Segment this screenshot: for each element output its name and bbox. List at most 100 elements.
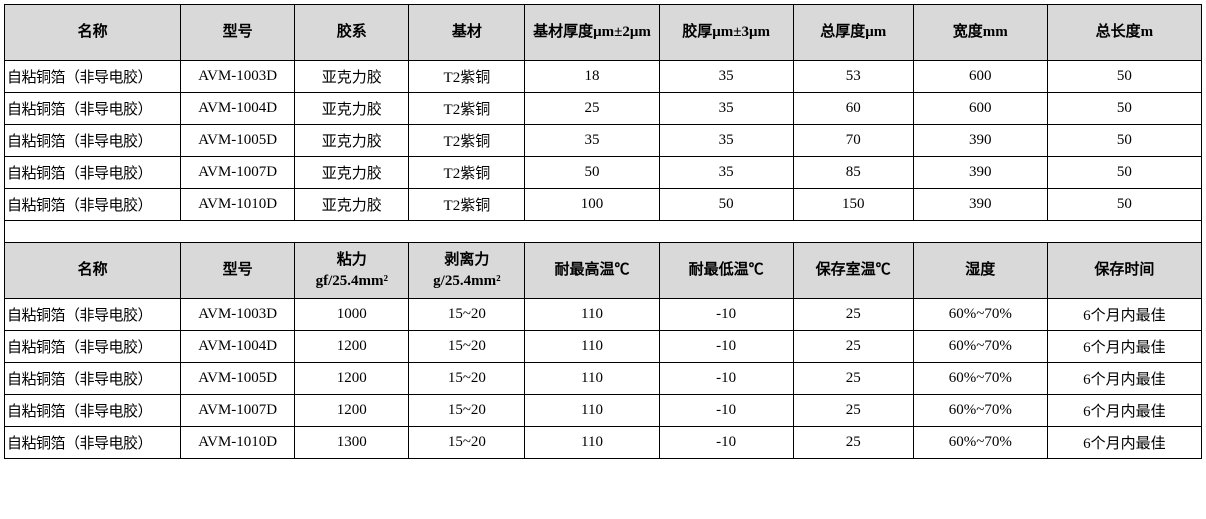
cell: 50	[1047, 61, 1201, 93]
cell: 1000	[295, 299, 409, 331]
table-row: 自粘铜箔（非导电胶） AVM-1003D 1000 15~20 110 -10 …	[5, 299, 1202, 331]
cell: 自粘铜箔（非导电胶）	[5, 299, 181, 331]
t1-h1: 型号	[181, 5, 295, 61]
cell: 亚克力胶	[295, 61, 409, 93]
cell: 50	[659, 189, 793, 221]
cell: AVM-1003D	[181, 299, 295, 331]
cell: 60%~70%	[913, 331, 1047, 363]
cell: 自粘铜箔（非导电胶）	[5, 395, 181, 427]
table-row: 自粘铜箔（非导电胶） AVM-1010D 亚克力胶 T2紫铜 100 50 15…	[5, 189, 1202, 221]
cell: AVM-1007D	[181, 157, 295, 189]
table-row: 自粘铜箔（非导电胶） AVM-1004D 1200 15~20 110 -10 …	[5, 331, 1202, 363]
cell: 25	[793, 331, 913, 363]
cell: 亚克力胶	[295, 189, 409, 221]
cell: 390	[913, 157, 1047, 189]
cell: 600	[913, 61, 1047, 93]
t2-h3: 剥离力g/25.4mm²	[409, 243, 525, 299]
t2-h4: 耐最高温℃	[525, 243, 659, 299]
cell: 自粘铜箔（非导电胶）	[5, 363, 181, 395]
cell: 60%~70%	[913, 363, 1047, 395]
cell: 60	[793, 93, 913, 125]
table2-header: 名称 型号 粘力gf/25.4mm² 剥离力g/25.4mm² 耐最高温℃ 耐最…	[5, 243, 1202, 299]
cell: 6个月内最佳	[1047, 427, 1201, 459]
cell: AVM-1007D	[181, 395, 295, 427]
cell: 亚克力胶	[295, 157, 409, 189]
cell: 390	[913, 189, 1047, 221]
cell: 1300	[295, 427, 409, 459]
t2-h5: 耐最低温℃	[659, 243, 793, 299]
cell: 6个月内最佳	[1047, 395, 1201, 427]
cell: 110	[525, 331, 659, 363]
cell: 25	[793, 363, 913, 395]
table1-body: 自粘铜箔（非导电胶） AVM-1003D 亚克力胶 T2紫铜 18 35 53 …	[5, 61, 1202, 243]
cell: 35	[659, 125, 793, 157]
cell: 25	[793, 395, 913, 427]
cell: 50	[525, 157, 659, 189]
cell: 15~20	[409, 395, 525, 427]
cell: AVM-1003D	[181, 61, 295, 93]
cell: 35	[659, 157, 793, 189]
cell: T2紫铜	[409, 93, 525, 125]
t2-h7: 湿度	[913, 243, 1047, 299]
cell: 亚克力胶	[295, 93, 409, 125]
table-row: 自粘铜箔（非导电胶） AVM-1005D 1200 15~20 110 -10 …	[5, 363, 1202, 395]
cell: -10	[659, 299, 793, 331]
cell: 15~20	[409, 427, 525, 459]
cell: AVM-1010D	[181, 189, 295, 221]
cell: 53	[793, 61, 913, 93]
cell: 35	[659, 93, 793, 125]
cell: 6个月内最佳	[1047, 363, 1201, 395]
cell: 1200	[295, 331, 409, 363]
t1-h0: 名称	[5, 5, 181, 61]
cell: -10	[659, 331, 793, 363]
cell: 50	[1047, 189, 1201, 221]
cell: 自粘铜箔（非导电胶）	[5, 157, 181, 189]
cell: -10	[659, 395, 793, 427]
cell: 35	[659, 61, 793, 93]
cell: -10	[659, 427, 793, 459]
cell: 6个月内最佳	[1047, 331, 1201, 363]
cell: 390	[913, 125, 1047, 157]
t2-h0: 名称	[5, 243, 181, 299]
t1-h7: 宽度mm	[913, 5, 1047, 61]
cell: 60%~70%	[913, 427, 1047, 459]
t1-h4: 基材厚度μm±2μm	[525, 5, 659, 61]
cell: 85	[793, 157, 913, 189]
t1-h8: 总长度m	[1047, 5, 1201, 61]
cell: 110	[525, 427, 659, 459]
cell: 18	[525, 61, 659, 93]
cell: 自粘铜箔（非导电胶）	[5, 331, 181, 363]
cell: T2紫铜	[409, 125, 525, 157]
cell: 1200	[295, 395, 409, 427]
cell: 50	[1047, 125, 1201, 157]
cell: -10	[659, 363, 793, 395]
table-row: 自粘铜箔（非导电胶） AVM-1003D 亚克力胶 T2紫铜 18 35 53 …	[5, 61, 1202, 93]
cell: 50	[1047, 93, 1201, 125]
t1-h5: 胶厚μm±3μm	[659, 5, 793, 61]
cell: 6个月内最佳	[1047, 299, 1201, 331]
t1-h3: 基材	[409, 5, 525, 61]
cell: 70	[793, 125, 913, 157]
table1-header: 名称 型号 胶系 基材 基材厚度μm±2μm 胶厚μm±3μm 总厚度μm 宽度…	[5, 5, 1202, 61]
table-row: 自粘铜箔（非导电胶） AVM-1004D 亚克力胶 T2紫铜 25 35 60 …	[5, 93, 1202, 125]
t1-h6: 总厚度μm	[793, 5, 913, 61]
cell: T2紫铜	[409, 61, 525, 93]
cell: AVM-1005D	[181, 363, 295, 395]
cell: 自粘铜箔（非导电胶）	[5, 93, 181, 125]
spacer-row	[5, 221, 1202, 243]
table-row: 自粘铜箔（非导电胶） AVM-1010D 1300 15~20 110 -10 …	[5, 427, 1202, 459]
cell: 25	[793, 427, 913, 459]
t2-h1: 型号	[181, 243, 295, 299]
cell: 15~20	[409, 363, 525, 395]
table-row: 自粘铜箔（非导电胶） AVM-1007D 1200 15~20 110 -10 …	[5, 395, 1202, 427]
table2-body: 自粘铜箔（非导电胶） AVM-1003D 1000 15~20 110 -10 …	[5, 299, 1202, 459]
t1-h2: 胶系	[295, 5, 409, 61]
table-row: 自粘铜箔（非导电胶） AVM-1007D 亚克力胶 T2紫铜 50 35 85 …	[5, 157, 1202, 189]
cell: T2紫铜	[409, 189, 525, 221]
cell: 60%~70%	[913, 395, 1047, 427]
cell: T2紫铜	[409, 157, 525, 189]
cell: 自粘铜箔（非导电胶）	[5, 61, 181, 93]
cell: 自粘铜箔（非导电胶）	[5, 427, 181, 459]
spec-tables: 名称 型号 胶系 基材 基材厚度μm±2μm 胶厚μm±3μm 总厚度μm 宽度…	[4, 4, 1202, 459]
cell: AVM-1005D	[181, 125, 295, 157]
